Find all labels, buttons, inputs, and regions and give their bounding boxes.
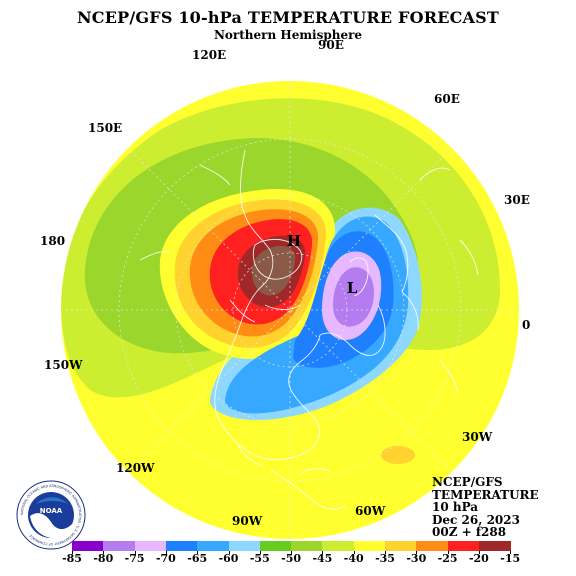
color-scale-swatch bbox=[291, 541, 323, 551]
lon-label-180: 180 bbox=[40, 234, 66, 248]
color-scale-swatch bbox=[72, 541, 104, 551]
lon-label-120e: 120E bbox=[192, 48, 227, 62]
lon-label-0: 0 bbox=[522, 318, 531, 332]
color-scale-tick bbox=[291, 551, 293, 554]
color-scale-label: -45 bbox=[312, 552, 333, 565]
color-scale-swatch bbox=[197, 541, 229, 551]
color-scale-tick bbox=[322, 551, 324, 554]
color-scale-tick bbox=[165, 551, 167, 554]
color-scale-tick bbox=[259, 551, 261, 554]
color-scale-label: -25 bbox=[437, 552, 458, 565]
color-scale-tick bbox=[72, 551, 73, 554]
color-scale-swatch bbox=[165, 541, 198, 551]
color-scale-tick bbox=[447, 551, 449, 554]
color-scale-swatch bbox=[353, 541, 386, 551]
color-scale-tick bbox=[228, 551, 230, 554]
lon-label-120w: 120W bbox=[116, 461, 155, 475]
color-scale-tick bbox=[353, 551, 355, 554]
lon-label-150e: 150E bbox=[88, 121, 123, 135]
color-scale-label: -40 bbox=[343, 552, 364, 565]
lon-label-30e: 30E bbox=[504, 193, 530, 207]
low-pressure-label: L bbox=[347, 279, 358, 297]
temperature-contours bbox=[61, 81, 519, 539]
color-scale-swatch bbox=[385, 541, 417, 551]
color-scale-tick bbox=[478, 551, 480, 554]
page-subtitle: Northern Hemisphere bbox=[213, 28, 363, 42]
noaa-logo-icon: NOAA NATIONAL OCEANIC AND ATMOSPHERIC AD… bbox=[16, 480, 86, 550]
color-scale-swatch bbox=[447, 541, 480, 551]
page-title: NCEP/GFS 10-hPa TEMPERATURE FORECAST bbox=[76, 8, 500, 27]
color-scale-label: -55 bbox=[249, 552, 270, 565]
color-scale-label: -65 bbox=[187, 552, 208, 565]
lon-label-30w: 30W bbox=[462, 430, 493, 444]
lon-label-150w: 150W bbox=[44, 358, 83, 372]
color-scale-swatch bbox=[478, 541, 511, 551]
lon-label-90w: 90W bbox=[232, 514, 263, 528]
color-scale-swatch bbox=[103, 541, 136, 551]
info-forecast-hour: 00Z + f288 bbox=[432, 525, 507, 539]
color-scale-tick bbox=[197, 551, 199, 554]
coastlines bbox=[139, 149, 479, 510]
forecast-info: NCEP/GFS TEMPERATURE 10 hPa Dec 26, 2023… bbox=[432, 476, 539, 539]
lon-label-60e: 60E bbox=[434, 92, 460, 106]
color-scale-swatch bbox=[416, 541, 449, 551]
color-scale-label: -80 bbox=[93, 552, 114, 565]
color-scale-tick bbox=[103, 551, 105, 554]
color-scale-label: -60 bbox=[218, 552, 239, 565]
color-scale-label: -70 bbox=[155, 552, 176, 565]
color-scale-label: -85 bbox=[62, 552, 82, 565]
color-scale-label: -15 bbox=[500, 552, 521, 565]
color-scale-label: -20 bbox=[468, 552, 489, 565]
info-variable: TEMPERATURE bbox=[432, 487, 539, 502]
info-model: NCEP/GFS bbox=[432, 475, 503, 489]
info-date: Dec 26, 2023 bbox=[432, 512, 520, 527]
color-scale-swatch bbox=[228, 541, 261, 551]
lon-label-90e: 90E bbox=[318, 38, 344, 52]
color-scale-tick bbox=[416, 551, 418, 554]
color-scale-label: -35 bbox=[375, 552, 395, 565]
noaa-logo-text: NOAA bbox=[40, 507, 63, 515]
color-scale-label: -30 bbox=[406, 552, 427, 565]
color-scale-swatch bbox=[134, 541, 167, 551]
color-scale-label: -50 bbox=[281, 552, 302, 565]
color-scale-tick bbox=[134, 551, 136, 554]
color-scale-tick bbox=[385, 551, 386, 554]
graticule bbox=[61, 81, 519, 539]
info-level: 10 hPa bbox=[432, 500, 479, 514]
color-scale-swatch bbox=[259, 541, 292, 551]
color-scale-tick bbox=[510, 551, 512, 554]
color-scale-swatch bbox=[322, 541, 355, 551]
high-pressure-label: H bbox=[287, 232, 301, 250]
lon-label-60w: 60W bbox=[355, 504, 386, 518]
color-scale-label: -75 bbox=[124, 552, 145, 565]
